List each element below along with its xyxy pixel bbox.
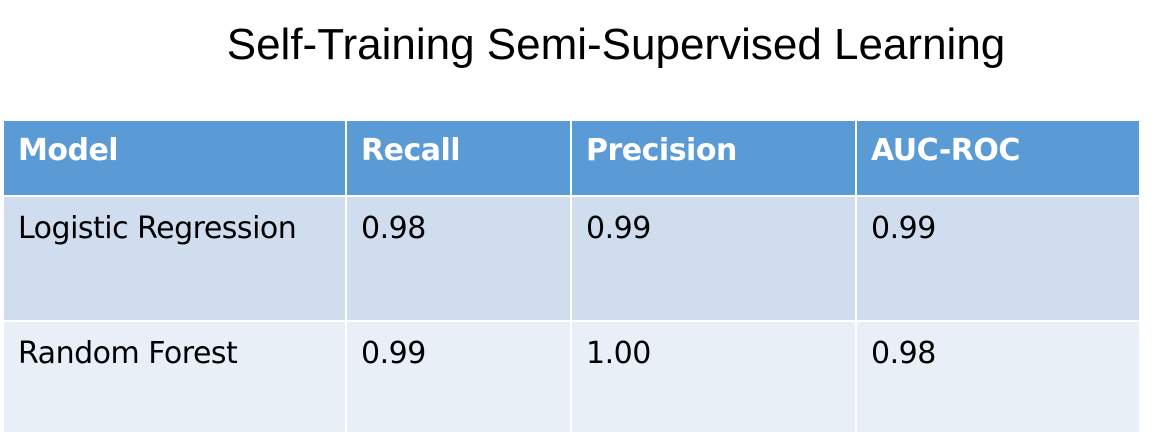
table-row: Random Forest 0.99 1.00 0.98 — [2, 320, 1141, 434]
table-row: Logistic Regression 0.98 0.99 0.99 — [2, 195, 1141, 322]
header-auc-roc: AUC-ROC — [855, 119, 1141, 197]
cell-model: Logistic Regression — [2, 195, 347, 322]
header-precision: Precision — [570, 119, 857, 197]
header-recall: Recall — [345, 119, 572, 197]
cell-auc-roc: 0.99 — [855, 195, 1141, 322]
cell-recall: 0.99 — [345, 320, 572, 434]
metrics-table: Model Recall Precision AUC-ROC Logistic … — [2, 119, 1141, 434]
slide-title: Self-Training Semi-Supervised Learning — [226, 20, 1006, 69]
cell-precision: 0.99 — [570, 195, 857, 322]
cell-recall: 0.98 — [345, 195, 572, 322]
table-header-row: Model Recall Precision AUC-ROC — [2, 119, 1141, 197]
header-model: Model — [2, 119, 347, 197]
cell-auc-roc: 0.98 — [855, 320, 1141, 434]
cell-precision: 1.00 — [570, 320, 857, 434]
cell-model: Random Forest — [2, 320, 347, 434]
